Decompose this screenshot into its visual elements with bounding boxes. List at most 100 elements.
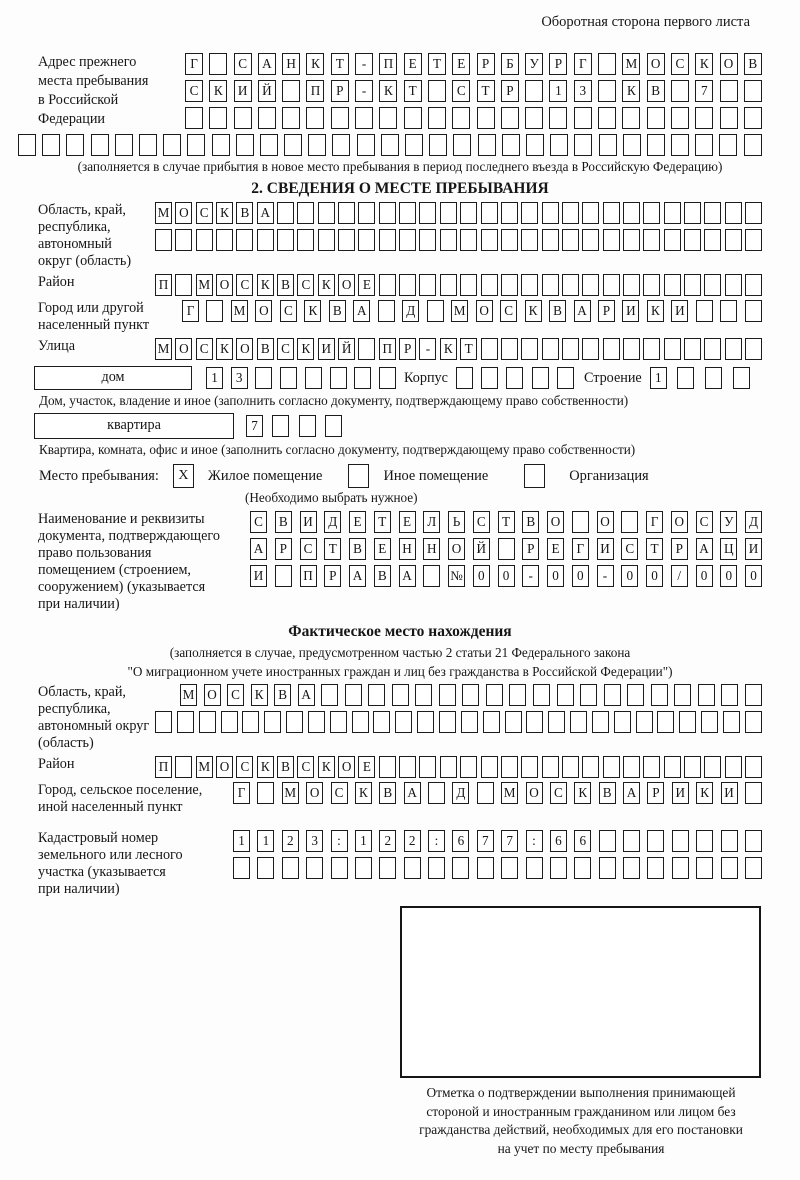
char-cell[interactable] [338,202,356,224]
char-cell[interactable]: : [428,830,445,852]
char-cell[interactable]: Е [349,511,366,533]
char-cell[interactable]: К [379,80,398,102]
char-cell[interactable]: Й [338,338,356,360]
char-cell[interactable]: О [175,338,193,360]
char-cell[interactable]: 7 [246,415,263,437]
char-cell[interactable]: В [277,274,295,296]
char-cell[interactable]: - [522,565,540,587]
char-cell[interactable] [42,134,61,156]
char-cell[interactable] [671,134,690,156]
char-cell[interactable] [477,134,496,156]
char-cell[interactable] [744,782,762,804]
char-cell[interactable]: И [317,338,335,360]
char-cell[interactable]: С [195,202,213,224]
char-cell[interactable] [744,756,762,778]
char-cell[interactable] [198,711,216,733]
char-cell[interactable]: П [155,274,172,296]
char-cell[interactable]: О [670,511,688,533]
char-cell[interactable]: С [277,338,295,360]
char-cell[interactable] [379,857,397,879]
char-cell[interactable]: М [281,782,299,804]
char-cell[interactable] [211,134,230,156]
char-cell[interactable]: К [354,782,372,804]
char-cell[interactable] [561,274,579,296]
char-cell[interactable] [561,338,579,360]
char-cell[interactable]: О [203,684,221,706]
char-cell[interactable] [526,711,544,733]
char-cell[interactable]: С [670,53,689,75]
char-cell[interactable]: Р [597,300,615,322]
char-cell[interactable] [439,274,457,296]
char-cell[interactable]: 6 [574,830,592,852]
char-cell[interactable]: Г [573,53,592,75]
char-cell[interactable] [209,53,228,75]
char-cell[interactable] [439,756,457,778]
char-cell[interactable]: 1 [206,367,223,389]
char-cell[interactable] [663,756,681,778]
char-cell[interactable] [330,857,348,879]
char-cell[interactable]: К [216,338,234,360]
char-cell[interactable] [259,134,278,156]
char-cell[interactable] [233,857,250,879]
char-cell[interactable]: В [549,300,567,322]
char-cell[interactable] [277,202,295,224]
char-cell[interactable] [570,711,588,733]
char-cell[interactable]: 0 [720,565,738,587]
char-cell[interactable]: К [216,202,234,224]
char-cell[interactable]: О [475,300,493,322]
char-cell[interactable] [674,684,692,706]
char-cell[interactable] [643,274,661,296]
char-cell[interactable] [643,202,661,224]
char-cell[interactable]: И [720,782,738,804]
char-cell[interactable] [525,107,544,129]
char-cell[interactable]: К [256,274,274,296]
char-cell[interactable] [297,229,315,251]
char-cell[interactable] [452,857,470,879]
char-cell[interactable]: С [299,538,317,560]
char-cell[interactable]: : [330,830,348,852]
char-cell[interactable] [220,711,238,733]
char-cell[interactable] [663,338,681,360]
char-cell[interactable]: 1 [549,80,568,102]
char-cell[interactable] [697,684,715,706]
char-cell[interactable] [354,367,372,389]
char-cell[interactable] [378,367,396,389]
char-cell[interactable]: С [297,756,315,778]
char-cell[interactable] [306,107,325,129]
char-cell[interactable]: 7 [476,830,494,852]
document-row-3[interactable]: И П Р А В А № 0 0-0 0-0 0/0 0 0 [250,565,762,587]
char-cell[interactable] [272,415,290,437]
char-cell[interactable]: О [596,511,614,533]
char-cell[interactable] [403,857,421,879]
char-cell[interactable] [571,511,589,533]
char-cell[interactable]: 6 [452,830,470,852]
char-cell[interactable]: М [195,274,213,296]
char-cell[interactable] [377,300,395,322]
char-cell[interactable]: - [355,53,374,75]
actual-region-row-2[interactable] [155,711,762,733]
char-cell[interactable]: К [304,300,322,322]
char-cell[interactable]: К [646,300,664,322]
char-cell[interactable] [598,53,617,75]
char-cell[interactable]: М [501,782,519,804]
char-cell[interactable] [379,107,398,129]
char-cell[interactable] [317,202,335,224]
char-cell[interactable] [235,134,254,156]
stroenie-cells[interactable]: 1 [649,367,750,389]
char-cell[interactable]: К [524,300,542,322]
char-cell[interactable]: В [646,80,665,102]
char-cell[interactable] [549,107,568,129]
char-cell[interactable]: Р [647,782,665,804]
char-cell[interactable] [622,756,640,778]
char-cell[interactable]: Е [547,538,564,560]
char-cell[interactable] [460,756,478,778]
char-cell[interactable] [582,274,600,296]
char-cell[interactable] [561,229,579,251]
char-cell[interactable] [455,367,473,389]
char-cell[interactable] [277,229,295,251]
char-cell[interactable]: Г [185,53,203,75]
char-cell[interactable] [255,367,273,389]
